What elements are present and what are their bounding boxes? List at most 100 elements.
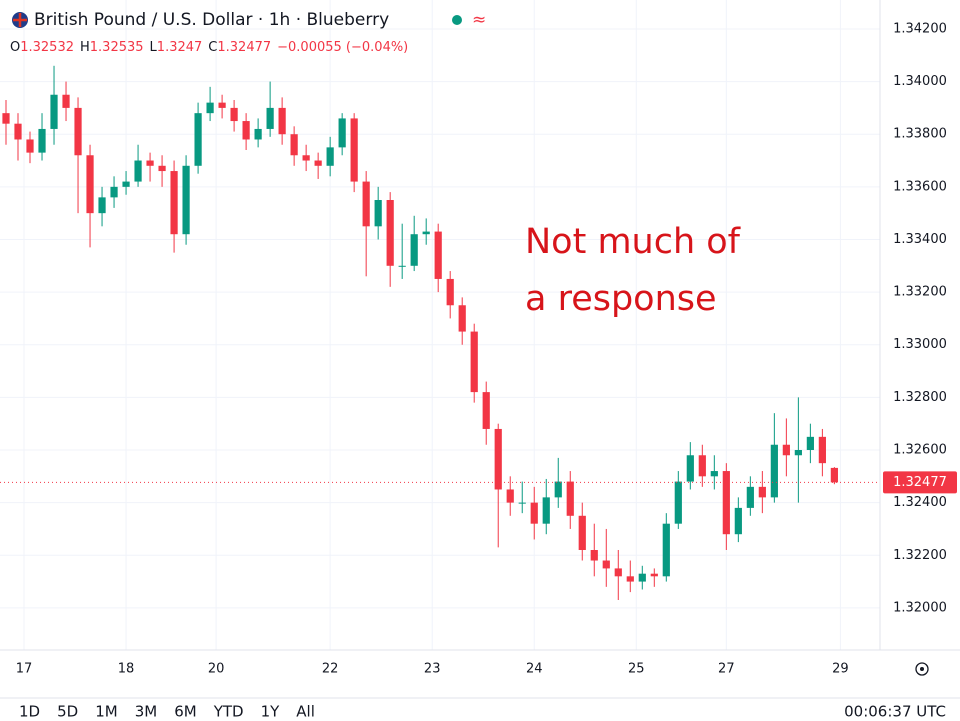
range-button[interactable]: 5D	[57, 703, 78, 721]
x-tick-label: 24	[526, 662, 543, 677]
candle-body	[314, 160, 322, 166]
candle-body	[782, 444, 790, 456]
flag-icon	[13, 13, 27, 27]
candle-body	[830, 467, 838, 483]
y-tick-label: 1.34000	[893, 74, 947, 89]
range-button[interactable]: 1Y	[261, 703, 281, 721]
candle-body	[770, 444, 778, 498]
candle-body	[2, 113, 10, 124]
candle-body	[470, 331, 478, 393]
candle-body	[626, 576, 634, 582]
candle-body	[266, 107, 274, 129]
candle-body	[230, 107, 238, 122]
range-button[interactable]: 1M	[95, 703, 118, 721]
annotation: a response	[525, 279, 717, 319]
ohlc-value: 1.32532	[20, 40, 74, 55]
settings-icon[interactable]	[915, 662, 929, 676]
candle-body	[338, 118, 346, 148]
candle-body	[422, 231, 430, 235]
range-button[interactable]: All	[296, 703, 315, 721]
candle-body	[746, 486, 754, 508]
clock: 00:06:37 UTC	[844, 703, 946, 721]
y-tick-label: 1.33800	[893, 127, 947, 142]
candle-body	[26, 139, 34, 153]
candle-body	[434, 231, 442, 279]
candle-body	[218, 102, 226, 108]
x-tick-label: 23	[424, 662, 441, 677]
candle-body	[206, 102, 214, 114]
y-tick-label: 1.32000	[893, 600, 947, 615]
candle-body	[110, 186, 118, 198]
candle-body	[326, 147, 334, 166]
candle-body	[398, 265, 406, 267]
candle-body	[734, 507, 742, 535]
candle-body	[710, 471, 718, 477]
y-tick-label: 1.33000	[893, 337, 947, 352]
ohlc-header: O1.32532 H1.32535 L1.3247 C1.32477 −0.00055 …	[10, 40, 408, 55]
candle-body	[14, 123, 22, 140]
x-tick-label: 25	[628, 662, 645, 677]
candle-body	[50, 94, 58, 129]
ohlc-value: 1.32535	[90, 40, 144, 55]
range-button[interactable]: 6M	[174, 703, 197, 721]
candle-body	[818, 436, 826, 464]
ohlc-text: O1.32532 H1.32535 L1.3247 C1.32477 −0.00055 …	[10, 40, 408, 55]
candle-body	[578, 515, 586, 550]
ohlc-value: −0.00055 (−0.04%)	[277, 40, 408, 55]
y-tick-label: 1.33200	[893, 285, 947, 300]
x-tick-label: 29	[832, 662, 849, 677]
y-tick-label: 1.33400	[893, 232, 947, 247]
ohlc-key: O	[10, 40, 20, 55]
candle-body	[362, 181, 370, 227]
candle-body	[122, 181, 130, 187]
candle-body	[458, 305, 466, 332]
candle-body	[518, 502, 526, 504]
candle-body	[134, 160, 142, 182]
last-price-label: 1.32477	[893, 475, 947, 490]
y-tick-label: 1.34200	[893, 21, 947, 36]
candles	[2, 65, 838, 600]
candle-body	[146, 160, 154, 166]
range-button[interactable]: 1D	[19, 703, 40, 721]
last-price-box	[883, 471, 957, 494]
candle-body	[662, 523, 670, 577]
candle-body	[722, 471, 730, 535]
settings-icon	[920, 667, 924, 671]
candle-body	[650, 573, 658, 577]
x-tick-label: 20	[208, 662, 225, 677]
candle-body	[446, 278, 454, 306]
candle-body	[302, 155, 310, 161]
range-button[interactable]: 3M	[135, 703, 158, 721]
ohlc-key: L	[150, 40, 158, 55]
candle-body	[98, 197, 106, 214]
range-button[interactable]: YTD	[213, 703, 244, 721]
candle-body	[530, 502, 538, 524]
candle-body	[38, 128, 46, 153]
candle-body	[290, 134, 298, 156]
candle-body	[554, 481, 562, 498]
x-tick-label: 22	[322, 662, 339, 677]
candle-body	[482, 392, 490, 429]
candle-body	[386, 200, 394, 266]
candle-body	[410, 234, 418, 266]
candle-body	[158, 165, 166, 172]
candle-body	[62, 94, 70, 108]
status-icon: ≈	[472, 10, 486, 30]
candle-body	[182, 165, 190, 235]
ohlc-value: 1.3247	[157, 40, 203, 55]
candle-body	[638, 573, 646, 582]
candle-body	[506, 489, 514, 503]
candle-body	[170, 171, 178, 235]
x-tick-label: 17	[16, 662, 33, 677]
annotation: Not much of	[525, 222, 741, 262]
candle-body	[758, 486, 766, 498]
candle-body	[350, 118, 358, 182]
y-tick-label: 1.32200	[893, 548, 947, 563]
status-dot	[452, 15, 462, 25]
ohlc-key: C	[208, 40, 217, 55]
candle-body	[686, 455, 694, 482]
candle-body	[794, 450, 802, 456]
